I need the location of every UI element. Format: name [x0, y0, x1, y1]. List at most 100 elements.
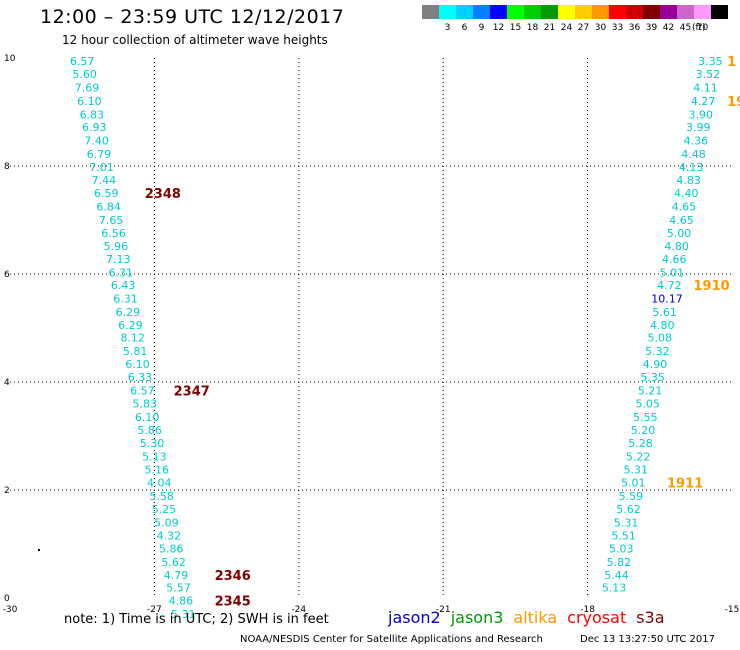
scale-label: 24: [560, 23, 573, 33]
wave-height-value: 6.31: [108, 266, 133, 279]
wave-height-value: 7.13: [106, 253, 131, 266]
wave-height-value: 5.31: [171, 608, 196, 621]
wave-height-value: 5.13: [142, 451, 167, 464]
wave-height-value: 5.01: [621, 476, 646, 489]
pass-time-label: 1910: [693, 279, 729, 294]
legend-item-s3a: s3a: [636, 608, 665, 627]
wave-height-value: 5.58: [149, 490, 174, 503]
wave-height-value: 5.55: [633, 411, 658, 424]
scale-swatch: [575, 5, 592, 19]
wave-height-value: 4.66: [662, 253, 687, 266]
wave-height-value: 3.99: [686, 121, 711, 134]
scale-label: 12: [492, 23, 505, 33]
pass-time-label: 2347: [174, 385, 210, 400]
chart-subtitle: 12 hour collection of altimeter wave hei…: [62, 33, 328, 47]
wave-height-value: 5.86: [137, 424, 162, 437]
x-tick-label: -24: [291, 605, 306, 615]
scale-swatch: [609, 5, 626, 19]
wave-height-value: 4.48: [681, 148, 706, 161]
wave-height-value: 5.28: [628, 437, 653, 450]
wave-height-value: 5.60: [72, 68, 97, 81]
wave-height-value: 5.32: [645, 345, 670, 358]
wave-height-value: 6.29: [118, 319, 143, 332]
wave-height-value: 6.79: [87, 148, 112, 161]
pass-time-label: 19: [727, 95, 740, 110]
scale-swatch: [507, 5, 524, 19]
wave-height-value: 3.35: [698, 55, 723, 68]
wave-height-value: 7.65: [99, 214, 124, 227]
pass-time-label: 2345: [215, 595, 251, 610]
scale-label: 30: [594, 23, 607, 33]
y-tick-label: 8: [4, 162, 10, 172]
wave-height-value: 6.56: [101, 227, 126, 240]
wave-height-value: 7.01: [89, 161, 114, 174]
wave-height-value: 4.83: [676, 174, 701, 187]
footer-note: note: 1) Time is in UTC; 2) SWH is in fe…: [64, 612, 329, 627]
wave-height-value: 4.13: [679, 161, 704, 174]
wave-height-value: 7.44: [92, 174, 117, 187]
wave-height-value: 5.08: [648, 332, 673, 345]
wave-height-value: 5.83: [133, 398, 158, 411]
scale-swatch: [694, 5, 711, 19]
wave-height-value: 5.44: [604, 569, 629, 582]
wave-height-value: 6.57: [70, 55, 95, 68]
x-tick-label: -15: [725, 605, 740, 615]
satellite-legend: jason2 jason3 altika cryosat s3a: [388, 608, 675, 627]
wave-height-value: 5.59: [619, 490, 644, 503]
wave-height-value: 4.80: [650, 319, 675, 332]
wave-height-value: 6.43: [111, 279, 136, 292]
scale-swatch: [660, 5, 677, 19]
wave-height-value: 4.04: [147, 476, 172, 489]
wave-height-value: 6.31: [113, 292, 138, 305]
wave-height-value: 6.10: [77, 95, 102, 108]
wave-height-value: 5.82: [607, 556, 632, 569]
scale-swatch: [558, 5, 575, 19]
legend-item-jason3: jason3: [450, 608, 504, 627]
wave-height-value: 5.22: [626, 451, 651, 464]
scale-label: 33: [611, 23, 624, 33]
scale-swatch: [524, 5, 541, 19]
scale-label: 18: [526, 23, 539, 33]
x-tick-label: -18: [580, 605, 595, 615]
scale-label: 15: [509, 23, 522, 33]
wave-height-value: 5.57: [166, 582, 191, 595]
wave-height-value: 4.79: [164, 569, 189, 582]
scale-swatch: [626, 5, 643, 19]
scale-label: 9: [478, 23, 485, 33]
x-tick-label: -30: [3, 605, 18, 615]
wave-height-value: 5.51: [611, 529, 636, 542]
wave-height-value: 4.27: [691, 95, 716, 108]
wave-height-value: 5.03: [609, 542, 634, 555]
scale-swatch: [677, 5, 694, 19]
y-tick-label: 6: [4, 270, 10, 280]
y-tick-label: 4: [4, 378, 10, 388]
y-tick-label: 10: [4, 54, 16, 64]
pass-time-label: 1911: [667, 476, 703, 491]
scale-swatch: [592, 5, 609, 19]
wave-height-value: 4.65: [669, 214, 694, 227]
wave-height-value: 5.61: [652, 306, 677, 319]
y-tick-label: 0: [4, 594, 10, 604]
x-tick-label: -27: [147, 605, 162, 615]
wave-height-value: 5.62: [161, 556, 186, 569]
scale-label: 70: [696, 23, 709, 33]
scale-swatch: [490, 5, 507, 19]
wave-height-value: 7.69: [75, 82, 100, 95]
pass-time-label: 1: [727, 55, 736, 70]
wave-height-value: 6.10: [135, 411, 160, 424]
wave-height-value: 10.17: [651, 292, 683, 305]
credit-line: NOAA/NESDIS Center for Satellite Applica…: [240, 634, 543, 645]
scale-label: 3: [444, 23, 451, 33]
wave-height-value: 6.57: [130, 385, 155, 398]
wave-height-value: 6.93: [82, 121, 107, 134]
chart-title: 12:00 – 23:59 UTC 12/12/2017: [40, 6, 345, 28]
scale-label: 36: [628, 23, 641, 33]
wave-height-value: 5.31: [614, 516, 639, 529]
wave-height-value: 5.96: [104, 240, 129, 253]
scale-label: 6: [461, 23, 468, 33]
wave-height-value: 6.29: [116, 306, 141, 319]
legend-item-altika: altika: [513, 608, 558, 627]
wave-height-value: 7.40: [84, 135, 109, 148]
wave-height-value: 3.52: [696, 68, 721, 81]
scale-swatch: [643, 5, 660, 19]
